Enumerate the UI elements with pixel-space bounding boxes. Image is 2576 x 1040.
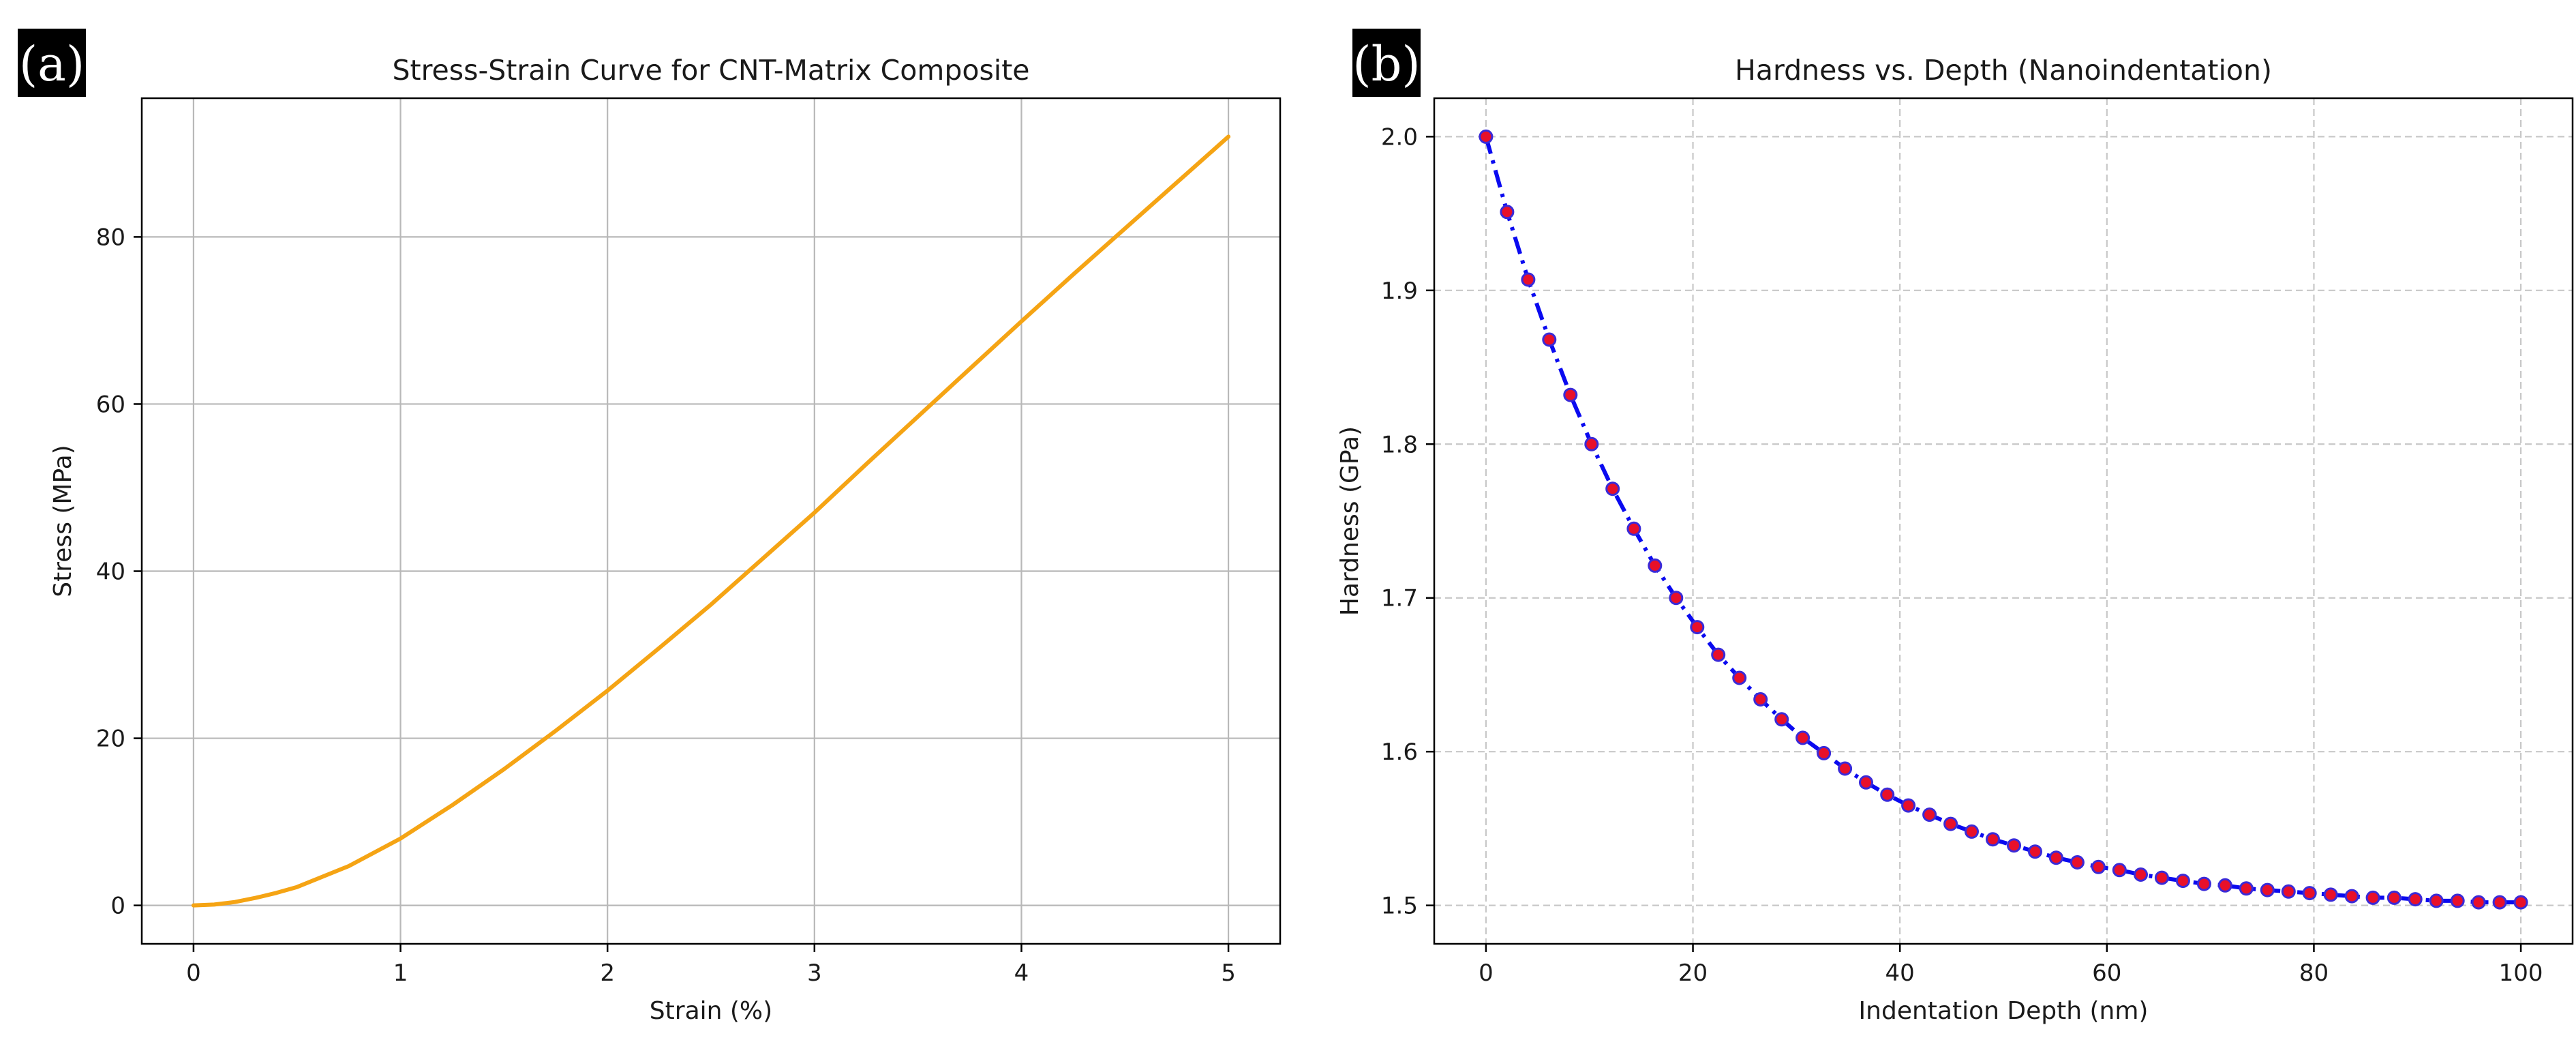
panel-a-series — [191, 134, 1231, 908]
b-y-tick-label: 1.9 — [1381, 278, 1418, 305]
panel-b-data-point — [1753, 692, 1768, 707]
panel-b-data-point — [1732, 670, 1747, 685]
panel-b-data-point — [2112, 863, 2127, 878]
panel-b-xlabel: Indentation Depth (nm) — [1859, 997, 2149, 1025]
panel-b-data-point — [2386, 890, 2401, 905]
b-x-tick-label: 80 — [2299, 960, 2329, 987]
a-x-tick-label: 1 — [393, 960, 408, 987]
panel-a-xlabel: Strain (%) — [650, 997, 772, 1025]
panel-b-data-point — [2513, 895, 2528, 910]
panel-b-axes-frame — [1433, 97, 2574, 945]
panel-b-data-point — [2091, 859, 2106, 874]
panel-b-tag-box — [1352, 29, 1421, 97]
panel-b-data-point — [1669, 591, 1684, 606]
panel-a-x-ticks: 0 1 2 3 4 5 — [186, 944, 1236, 987]
panel-b-data-point — [2154, 870, 2169, 885]
panel-b-data-point — [1817, 745, 1832, 760]
panel-b-data-point — [2281, 884, 2296, 899]
a-x-tick-label: 4 — [1014, 960, 1029, 987]
panel-a-tag: (a) — [19, 36, 85, 92]
panel-b-markers — [1479, 129, 2528, 910]
panel-b-x-ticks: 0 20 40 60 80 100 — [1479, 944, 2543, 987]
panel-b-data-point — [2217, 878, 2232, 893]
panel-a-gridlines — [142, 98, 1280, 944]
panel-b-data-point — [1986, 832, 2000, 847]
panel-a-axes-frame — [140, 97, 1282, 945]
panel-a-title: Stress-Strain Curve for CNT-Matrix Compo… — [393, 54, 1030, 87]
panel-b-data-point — [2471, 895, 2486, 910]
panel-b-data-point — [1690, 620, 1705, 635]
panel-b-data-point — [2175, 874, 2190, 889]
panel-b-data-point — [1626, 521, 1641, 536]
panel-b-data-point — [2323, 887, 2338, 902]
panel-b-data-point — [1500, 205, 1515, 220]
panel-b-data-point — [2196, 876, 2211, 891]
panel-b-data-point — [2408, 892, 2423, 907]
panel-b-data-point — [2134, 867, 2148, 882]
panel-a-ylabel: Stress (MPa) — [49, 445, 77, 597]
panel-b-data-point — [2429, 893, 2444, 908]
panel-b-y-ticks: 1.5 1.6 1.7 1.8 1.9 2.0 — [1381, 123, 1434, 920]
a-x-tick-label: 2 — [600, 960, 615, 987]
panel-b-data-point — [2260, 882, 2275, 897]
panel-b-data-point — [2239, 881, 2254, 896]
panel-b-data-point — [1859, 775, 1873, 790]
panel-b-data-point — [2070, 855, 2085, 870]
panel-a-y-ticks: 0 20 40 60 80 — [96, 224, 142, 920]
panel-a-tag-box — [18, 29, 86, 97]
panel-a-stress-curve — [191, 134, 1231, 908]
panel-b-data-point — [2492, 895, 2507, 910]
a-y-tick-label: 60 — [96, 391, 125, 418]
panel-b-data-point — [2007, 838, 2021, 853]
a-x-tick-label: 0 — [186, 960, 201, 987]
panel-b-data-point — [2028, 844, 2042, 859]
b-y-tick-label: 2.0 — [1381, 123, 1418, 151]
panel-b-data-point — [1584, 436, 1599, 451]
panel-b-data-point — [1563, 387, 1578, 402]
panel-b-title: Hardness vs. Depth (Nanoindentation) — [1735, 54, 2272, 87]
panel-b-data-point — [2365, 890, 2380, 905]
panel-b-data-point — [1542, 332, 1557, 347]
b-y-tick-label: 1.6 — [1381, 739, 1418, 766]
b-x-tick-label: 0 — [1479, 960, 1494, 987]
panel-b-data-point — [1795, 730, 1810, 745]
panel-b-data-point — [2048, 850, 2063, 865]
b-y-tick-label: 1.7 — [1381, 585, 1418, 612]
panel-b-data-point — [1521, 272, 1536, 287]
panel-b-data-point — [1648, 558, 1663, 573]
b-x-tick-label: 100 — [2499, 960, 2543, 987]
panel-b-data-point — [2450, 893, 2465, 908]
panel-b-tag: (b) — [1352, 36, 1420, 92]
panel-b-data-point — [1838, 761, 1853, 776]
panel-b-data-point — [1965, 824, 1979, 839]
b-y-tick-label: 1.8 — [1381, 431, 1418, 458]
panel-b-data-point — [1479, 129, 1494, 144]
panel-b-ylabel: Hardness (GPa) — [1336, 426, 1364, 616]
a-x-tick-label: 3 — [807, 960, 822, 987]
panel-b-data-point — [1774, 712, 1789, 727]
b-x-tick-label: 60 — [2092, 960, 2121, 987]
b-x-tick-label: 40 — [1885, 960, 1915, 987]
panel-b-data-point — [1880, 787, 1895, 802]
panel-b-data-point — [2344, 889, 2359, 904]
a-x-tick-label: 5 — [1221, 960, 1236, 987]
a-y-tick-label: 20 — [96, 726, 125, 753]
panel-b-data-point — [1605, 481, 1620, 496]
panel-a-stress-strain: 0 1 2 3 4 5 0 20 40 60 80 Stress-Strain Curve for… — [18, 29, 1282, 1025]
panel-b-data-point — [2302, 886, 2317, 901]
b-x-tick-label: 20 — [1678, 960, 1708, 987]
panel-b-data-point — [1922, 807, 1937, 822]
panel-b-data-point — [1711, 647, 1726, 662]
a-y-tick-label: 80 — [96, 224, 125, 251]
panel-b-data-point — [1943, 816, 1958, 831]
a-y-tick-label: 0 — [110, 893, 125, 920]
b-y-tick-label: 1.5 — [1381, 893, 1418, 920]
panel-b-data-point — [1901, 798, 1916, 813]
a-y-tick-label: 40 — [96, 559, 125, 586]
panel-b-hardness-depth: 0 20 40 60 80 100 1.5 1.6 1.7 1.8 1.9 2.0 Hardness… — [1336, 29, 2574, 1025]
